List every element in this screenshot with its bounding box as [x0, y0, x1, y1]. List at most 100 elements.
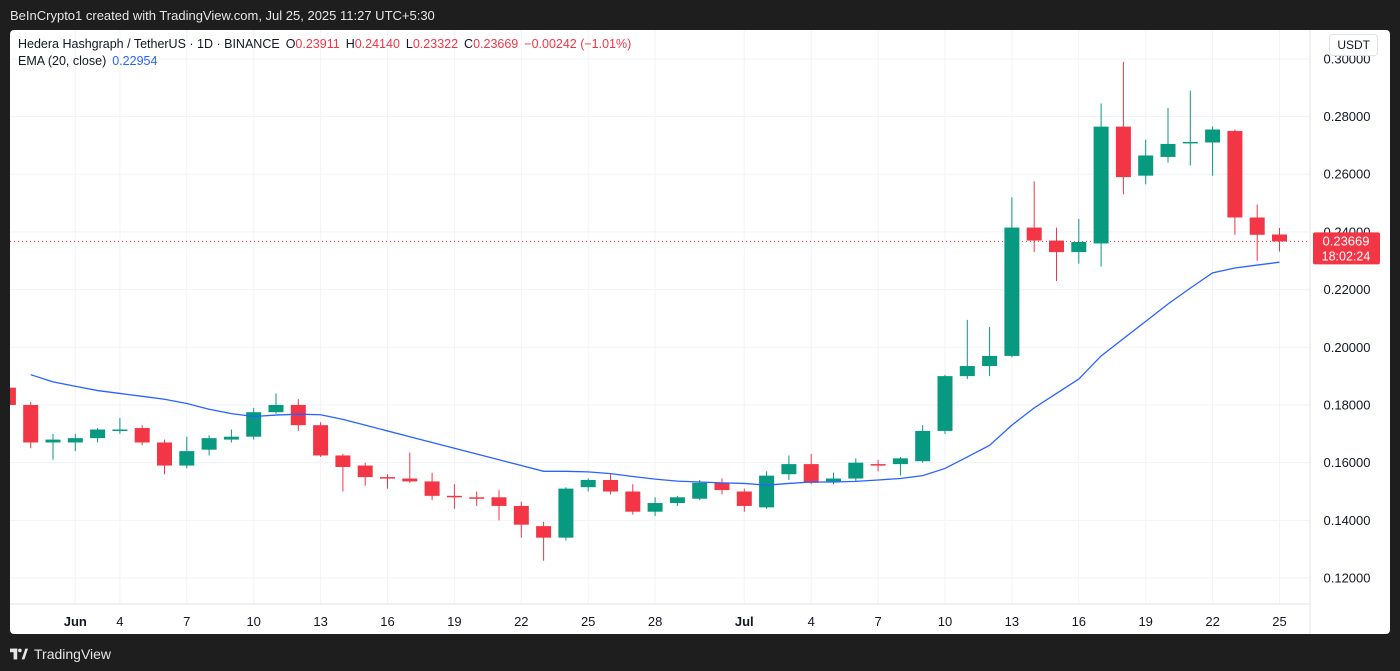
candle-down[interactable]	[625, 491, 641, 512]
candle-up[interactable]	[959, 366, 975, 377]
tradingview-logo-icon	[10, 648, 28, 660]
candle-up[interactable]	[781, 464, 797, 475]
candle-down[interactable]	[357, 465, 373, 478]
x-tick-label: Jun	[64, 614, 87, 629]
x-tick-label: 28	[648, 614, 662, 629]
candle-down[interactable]	[10, 387, 16, 405]
x-tick-label: 25	[581, 614, 595, 629]
chart-panel[interactable]: 0.30000 0.28000 0.26000 0.24000 0.22000 0.200…	[10, 30, 1390, 634]
candle-up[interactable]	[201, 438, 217, 450]
x-tick-label: 16	[380, 614, 394, 629]
x-tick-label: 22	[1205, 614, 1219, 629]
candle-up[interactable]	[826, 478, 841, 482]
candle-down[interactable]	[1227, 130, 1243, 218]
ohlc-row: Hedera Hashgraph / TetherUS · 1D · BINAN…	[18, 36, 631, 53]
candle-down[interactable]	[134, 428, 150, 443]
candle-down[interactable]	[1272, 234, 1287, 242]
candle-down[interactable]	[1026, 227, 1042, 241]
candle-up[interactable]	[45, 439, 61, 443]
candle-up[interactable]	[848, 462, 864, 479]
candle-up[interactable]	[1160, 143, 1176, 157]
candle-up[interactable]	[1071, 242, 1087, 253]
candle-up[interactable]	[558, 488, 574, 538]
candle-up[interactable]	[1004, 227, 1020, 356]
open-label: O	[285, 37, 296, 51]
candlestick-chart[interactable]: 0.300000.280000.260000.240000.220000.200…	[10, 30, 1390, 634]
candle-down[interactable]	[335, 455, 351, 467]
candle-up[interactable]	[268, 404, 284, 413]
candle-down[interactable]	[1115, 126, 1131, 178]
candle-down[interactable]	[424, 481, 440, 496]
close-label: C	[464, 37, 474, 51]
candle-up[interactable]	[1093, 126, 1109, 244]
candle-up[interactable]	[759, 475, 775, 508]
ema-label[interactable]: EMA (20, close)	[18, 54, 107, 68]
high-value: 0.24140	[354, 37, 400, 51]
candle-up[interactable]	[982, 355, 998, 367]
candle-up[interactable]	[692, 482, 708, 499]
x-tick-label: 4	[808, 614, 815, 629]
candle-down[interactable]	[23, 404, 39, 443]
candle-down[interactable]	[1049, 240, 1064, 253]
candle-down[interactable]	[157, 442, 172, 466]
x-tick-label: 10	[246, 614, 260, 629]
high-label: H	[345, 37, 355, 51]
candle-down[interactable]	[870, 464, 886, 466]
candle-up[interactable]	[90, 429, 106, 439]
symbol-label[interactable]: Hedera Hashgraph / TetherUS · 1D · BINAN…	[18, 37, 280, 51]
y-tick-label: 0.20000	[1324, 340, 1371, 355]
x-tick-label: Jul	[735, 614, 754, 629]
candle-down[interactable]	[1249, 217, 1265, 235]
candle-up[interactable]	[223, 436, 239, 440]
candle-up[interactable]	[1138, 155, 1154, 176]
brand-label: TradingView	[34, 646, 112, 662]
candle-down[interactable]	[290, 404, 306, 426]
x-tick-label: 25	[1272, 614, 1286, 629]
candle-up[interactable]	[937, 376, 953, 431]
candle-up[interactable]	[915, 430, 931, 462]
candle-down[interactable]	[714, 482, 730, 491]
candle-up[interactable]	[669, 497, 685, 504]
candle-down[interactable]	[380, 477, 395, 479]
currency-button[interactable]: USDT	[1329, 34, 1378, 56]
x-tick-label: 10	[938, 614, 952, 629]
price-tag[interactable]	[1313, 232, 1380, 265]
open-value: 0.23911	[295, 37, 340, 51]
candle-down[interactable]	[446, 495, 462, 498]
caption-text: BeInCrypto1 created with TradingView.com…	[10, 8, 435, 23]
top-caption-bar: BeInCrypto1 created with TradingView.com…	[0, 0, 1400, 30]
candle-up[interactable]	[246, 412, 262, 437]
candle-up[interactable]	[580, 479, 596, 488]
candle-down[interactable]	[536, 526, 552, 538]
x-tick-label: 16	[1072, 614, 1086, 629]
candle-down[interactable]	[402, 478, 418, 482]
y-tick-label: 0.16000	[1324, 455, 1371, 470]
x-tick-label: 13	[313, 614, 327, 629]
x-tick-label: 19	[1138, 614, 1152, 629]
tradingview-logo[interactable]: TradingView	[10, 646, 111, 662]
candle-down[interactable]	[313, 425, 329, 456]
ema-line[interactable]	[30, 261, 1280, 486]
y-tick-label: 0.14000	[1324, 513, 1371, 528]
low-value: 0.23322	[412, 37, 459, 51]
candle-down[interactable]	[603, 479, 618, 492]
candle-up[interactable]	[1205, 129, 1221, 143]
candle-down[interactable]	[491, 497, 507, 506]
candle-down[interactable]	[513, 505, 529, 525]
change-value: −0.00242 (−1.01%)	[524, 37, 632, 51]
price-tag-countdown: 18:02:24	[1322, 249, 1371, 263]
candle-up[interactable]	[179, 451, 195, 466]
candle-up[interactable]	[892, 458, 908, 465]
candle-down[interactable]	[469, 497, 485, 499]
x-tick-label: 7	[183, 614, 190, 629]
candle-down[interactable]	[736, 491, 752, 506]
x-tick-label: 13	[1005, 614, 1019, 629]
candle-up[interactable]	[112, 429, 128, 431]
candle-up[interactable]	[67, 438, 83, 443]
candle-down[interactable]	[803, 464, 819, 483]
low-label: L	[405, 37, 413, 51]
x-tick-label: 19	[447, 614, 461, 629]
x-tick-label: 7	[874, 614, 881, 629]
candle-up[interactable]	[1182, 141, 1198, 144]
candle-up[interactable]	[647, 503, 663, 512]
